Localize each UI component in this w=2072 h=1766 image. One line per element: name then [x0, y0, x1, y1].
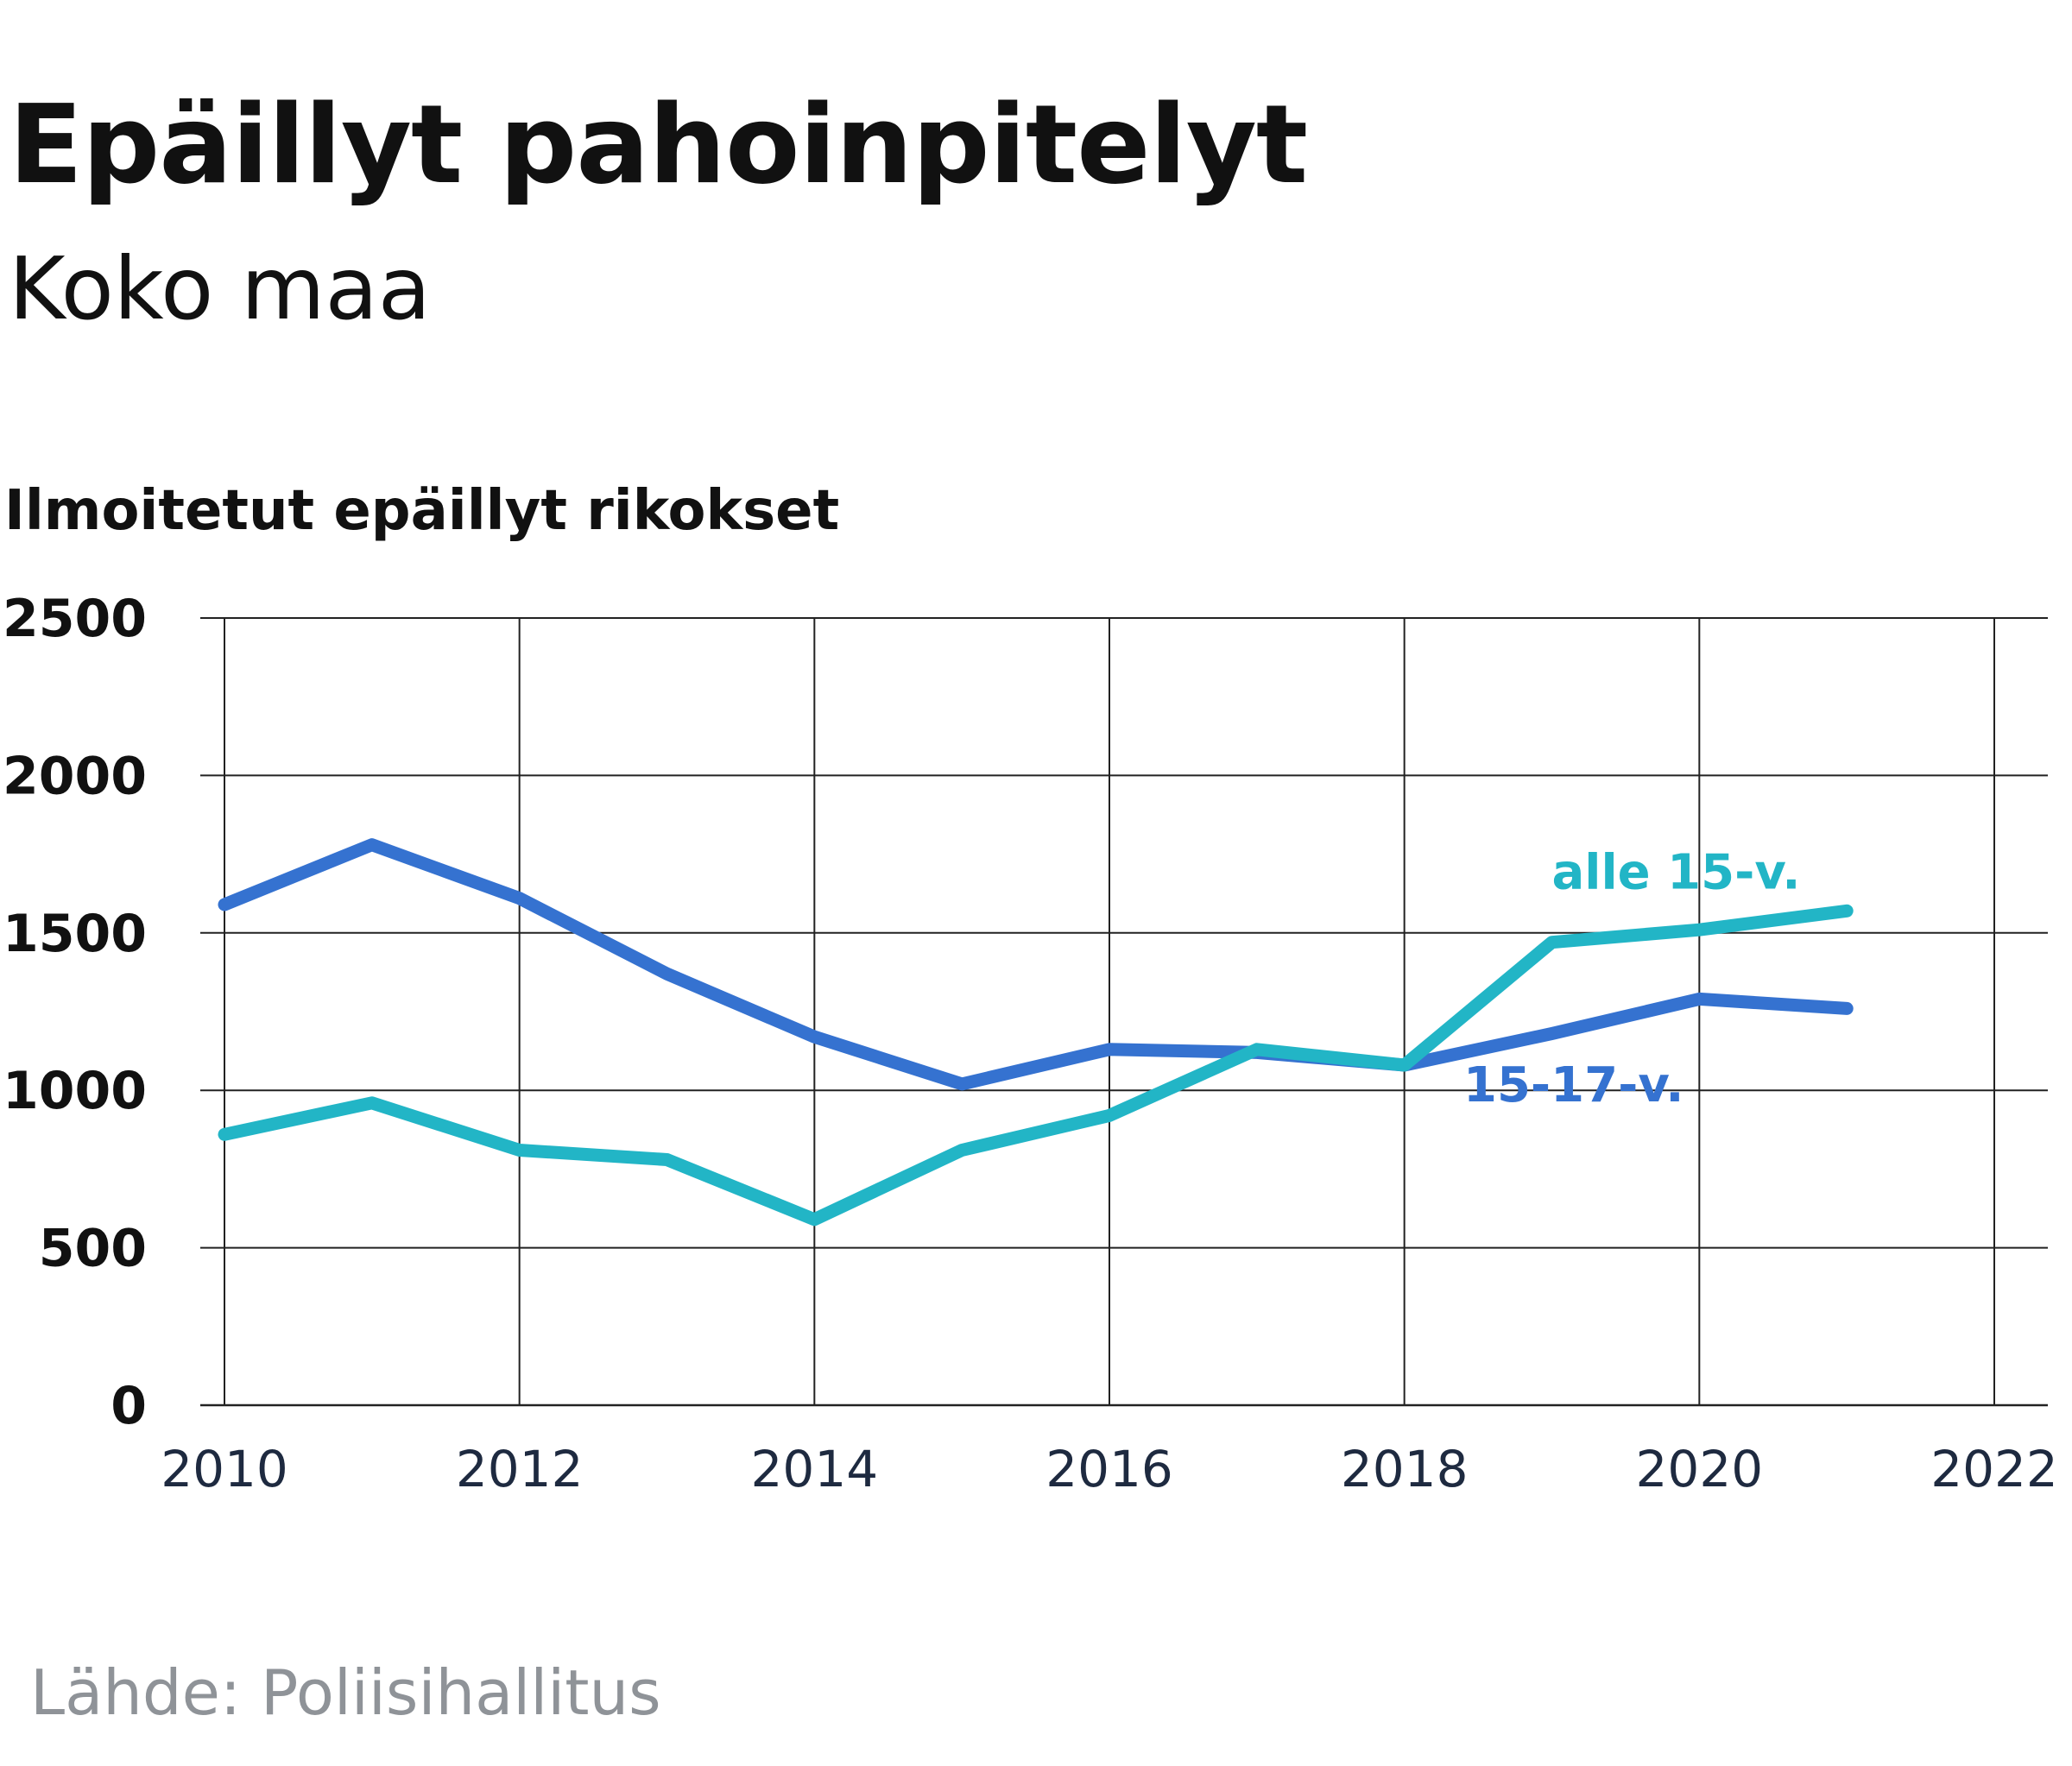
series-labels: 15-17-v. alle 15-v. — [1463, 845, 1801, 1113]
y-axis-label: Ilmoitetut epäillyt rikokset — [4, 479, 840, 543]
series-line-1 — [218, 904, 1854, 1227]
grid-lines — [200, 617, 2048, 1407]
y-tick-label: 2500 — [3, 589, 147, 649]
y-tick-label: 2000 — [3, 746, 147, 806]
x-tick-label: 2010 — [161, 1440, 288, 1498]
y-tick-label: 1500 — [3, 904, 147, 964]
x-tick-label: 2018 — [1341, 1440, 1469, 1498]
x-tick-label: 2012 — [456, 1440, 584, 1498]
series-line-0 — [218, 838, 1854, 1091]
series-label-1: alle 15-v. — [1552, 845, 1801, 901]
y-tick-label: 500 — [39, 1219, 147, 1279]
y-tick-labels: 0 500 1000 1500 2000 2500 — [3, 589, 147, 1436]
x-tick-label: 2022 — [1930, 1440, 2058, 1498]
series-lines — [218, 838, 1854, 1227]
chart-subtitle: Koko maa — [9, 238, 432, 339]
x-tick-label: 2016 — [1045, 1440, 1173, 1498]
chart-title: Epäillyt pahoinpitelyt — [9, 81, 1308, 208]
series-label-0: 15-17-v. — [1463, 1057, 1684, 1113]
x-tick-labels: 2010 2012 2014 2016 2018 2020 2022 — [161, 1440, 2058, 1498]
source-note: Lähde: Poliisihallitus — [30, 1656, 661, 1729]
y-tick-label: 1000 — [3, 1061, 147, 1121]
x-tick-label: 2020 — [1636, 1440, 1764, 1498]
y-tick-label: 0 — [111, 1376, 147, 1436]
x-tick-label: 2014 — [751, 1440, 879, 1498]
